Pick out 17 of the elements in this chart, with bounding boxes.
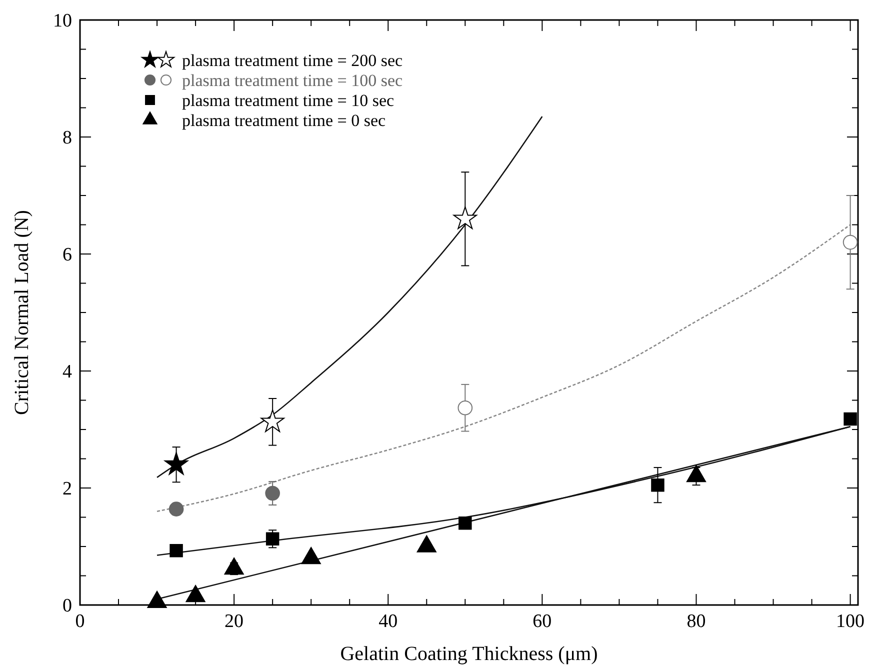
x-axis-title: Gelatin Coating Thickness (μm): [340, 643, 598, 665]
y-tick-label: 10: [53, 10, 72, 32]
y-tick-label: 6: [62, 244, 72, 266]
text: plasma treatment time = 100 sec: [182, 70, 404, 90]
y-tick-label: 8: [62, 128, 72, 149]
legend-label: plasma treatment time = 0 sec: [182, 110, 386, 130]
x-tick-label: 80: [686, 611, 706, 632]
x-tick-label: 20: [224, 611, 244, 632]
y-tick-label: 2: [62, 478, 72, 500]
x-tick-label: 40: [378, 611, 398, 632]
x-tick-label: 60: [532, 611, 552, 632]
legend-label: plasma treatment time = 200 sec: [182, 50, 404, 70]
y-tick-label: 0: [62, 596, 72, 617]
y-axis-title: Critical Normal Load (N): [11, 210, 33, 415]
x-tick-label: 100: [836, 611, 865, 632]
legend-label: plasma treatment time = 10 sec: [182, 90, 395, 110]
y-tick-label: 4: [62, 362, 72, 383]
